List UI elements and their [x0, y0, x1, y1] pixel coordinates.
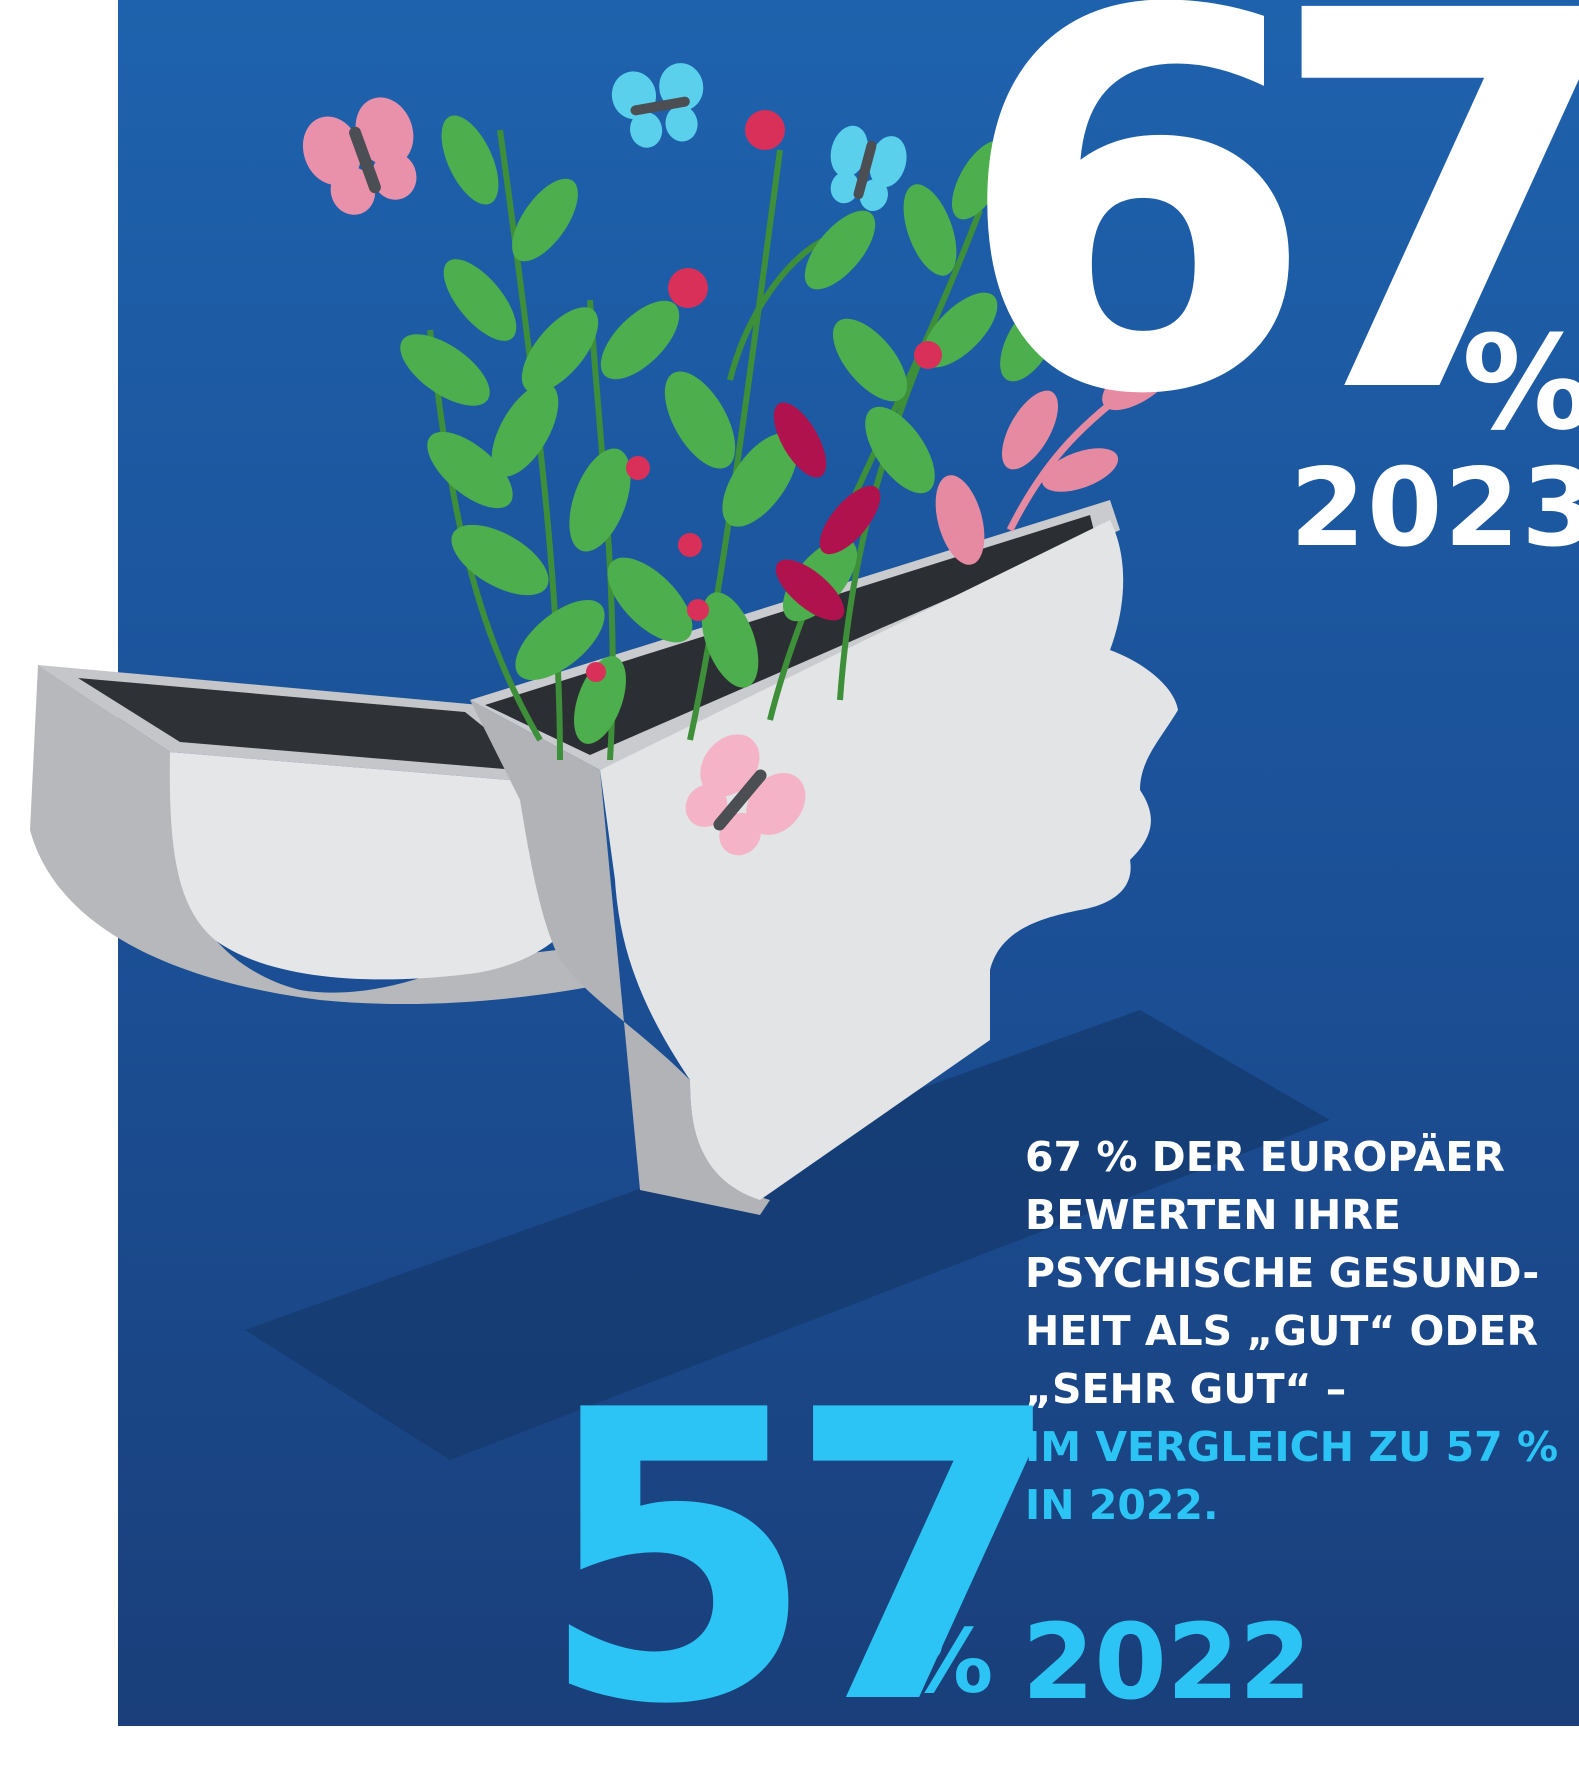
description-text: 67 % der Europäer bewerten ihre psychisc…: [1025, 1128, 1579, 1534]
open-head-planter-illustration: [30, 63, 1330, 1460]
head-shadow: [245, 1010, 1330, 1460]
head-lid-icon: [30, 665, 600, 1005]
stat-2022-year: 2022: [1022, 1601, 1312, 1723]
butterfly-icon: [611, 63, 704, 148]
stat-2022-unit: %: [905, 1610, 994, 1713]
stat-2023-unit: %: [1462, 318, 1579, 448]
plants-icon: [400, 115, 1178, 761]
stat-2023-year: 2023: [1290, 446, 1579, 571]
butterfly-icon: [302, 97, 417, 215]
stat-2022-value: 57: [538, 1327, 1065, 1792]
description-line: bewerten ihre: [1025, 1191, 1401, 1239]
flower-bud-icon: [586, 110, 942, 682]
description-line: 67 % der Europäer: [1025, 1133, 1505, 1181]
butterfly-icon: [685, 734, 806, 856]
description-line: psychische Gesund-: [1025, 1249, 1540, 1297]
description-line: „sehr gut“ –: [1025, 1365, 1347, 1413]
description-line: heit als „gut“ oder: [1025, 1307, 1539, 1355]
stat-2023-value: 67: [955, 0, 1579, 508]
description-highlight-line: im Vergleich zu 57 %: [1025, 1423, 1559, 1471]
butterfly-icon: [830, 125, 907, 212]
head-body-icon: [470, 500, 1178, 1215]
description-highlight-line: in 2022.: [1025, 1481, 1219, 1529]
